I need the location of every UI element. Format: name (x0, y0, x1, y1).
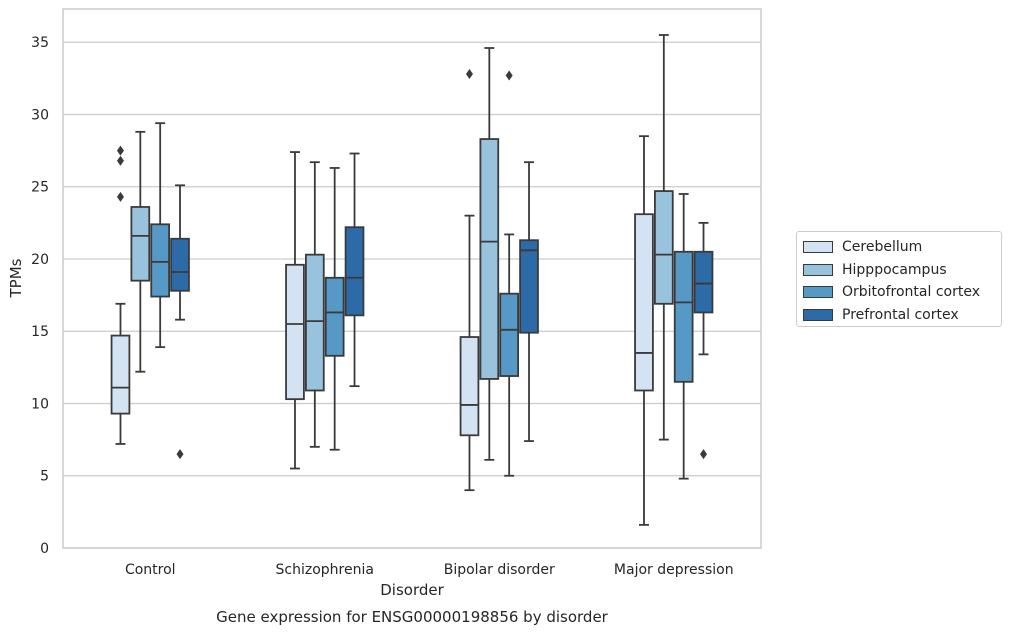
box-iqr (479, 138, 500, 380)
legend-label: Hipppocampus (842, 261, 947, 278)
box-orbitofrontal-cortex (324, 167, 345, 451)
box-iqr (344, 226, 365, 317)
outlier-point (465, 69, 473, 80)
y-tick-label: 25 (31, 180, 49, 196)
y-tick-label: 35 (31, 35, 49, 51)
box-iqr (519, 239, 539, 334)
legend-item: Prefrontal cortex (803, 305, 959, 325)
x-tick-label: Schizophrenia (276, 562, 374, 578)
box-cerebellum (634, 135, 654, 526)
box-iqr (324, 276, 345, 357)
legend-item: Cerebellum (803, 237, 922, 257)
box-iqr (305, 253, 325, 392)
box-iqr (150, 223, 170, 298)
outlier-point (700, 449, 708, 460)
box-iqr (499, 292, 519, 377)
box-iqr (170, 237, 190, 292)
x-tick-label: Bipolar disorder (444, 562, 555, 578)
box-prefrontal-cortex (519, 161, 539, 442)
legend-item: Hipppocampus (803, 260, 947, 280)
outlier-point (116, 145, 124, 156)
box-iqr (634, 213, 654, 392)
plot-frame (62, 8, 762, 549)
legend-item: Orbitofrontal cortex (803, 282, 980, 302)
outlier-point (116, 191, 124, 202)
box-orbitofrontal-cortex (150, 122, 170, 349)
y-axis-label: TPMs (7, 258, 25, 298)
box-hipppocampus (130, 130, 151, 373)
box-prefrontal-cortex (170, 184, 190, 460)
x-tick-label: Control (125, 562, 176, 578)
chart-caption: Gene expression for ENSG00000198856 by d… (216, 608, 609, 626)
y-tick-label: 5 (40, 469, 49, 485)
box-iqr (130, 206, 151, 282)
outlier-point (505, 70, 513, 81)
legend-label: Cerebellum (842, 239, 923, 255)
legend-swatch (803, 308, 833, 321)
legend-swatch (803, 286, 833, 298)
legend-label: Prefrontal cortex (842, 306, 959, 323)
legend-swatch (803, 263, 833, 276)
x-tick-labels: Control Schizophrenia Bipolar disorder Majo… (125, 562, 734, 578)
box-iqr (673, 250, 694, 383)
y-tick-label: 0 (40, 541, 49, 557)
legend: Cerebellum Hipppocampus Orbitofrontal cort… (796, 231, 1002, 327)
outlier-point (176, 449, 184, 460)
y-tick-labels: 0 5 10 15 20 25 30 35 (31, 35, 49, 557)
box-cerebellum (459, 69, 480, 492)
box-prefrontal-cortex (344, 152, 365, 388)
box-iqr (459, 336, 480, 437)
box-prefrontal-cortex (693, 221, 714, 460)
box-iqr (693, 250, 714, 314)
legend-swatch (803, 241, 833, 253)
x-tick-label: Major depression (614, 562, 734, 578)
outlier-point (116, 155, 124, 166)
box-iqr (285, 263, 305, 401)
y-tick-label: 15 (31, 324, 49, 340)
box-iqr (110, 334, 131, 415)
box-hipppocampus (479, 47, 500, 461)
box-cerebellum (285, 151, 305, 470)
x-axis-label: Disorder (380, 581, 444, 599)
box-orbitofrontal-cortex (499, 70, 519, 477)
box-hipppocampus (305, 161, 325, 448)
box-hipppocampus (654, 34, 674, 441)
y-tick-label: 30 (31, 107, 49, 123)
box-orbitofrontal-cortex (673, 193, 694, 480)
y-tick-label: 10 (31, 396, 49, 412)
box-iqr (654, 190, 674, 305)
y-tick-label: 20 (31, 252, 49, 268)
legend-label: Orbitofrontal cortex (842, 284, 980, 300)
box-cerebellum (110, 145, 131, 445)
box-groups (110, 34, 714, 526)
